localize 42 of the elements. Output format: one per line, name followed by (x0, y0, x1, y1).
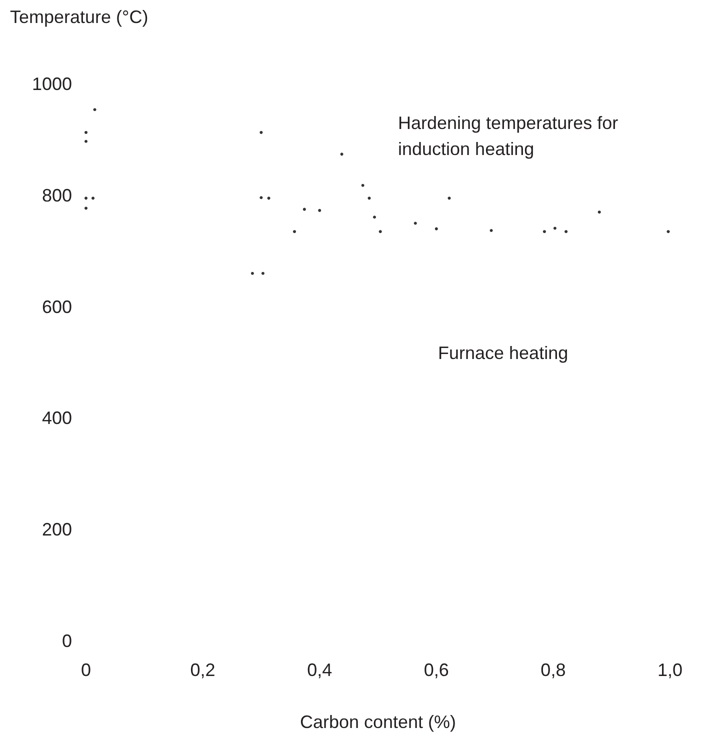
point (361, 184, 364, 187)
point (302, 208, 306, 211)
point (340, 152, 344, 156)
point (84, 140, 88, 143)
annotation: Hardening temperatures for induction heating (398, 113, 624, 159)
point (318, 208, 322, 212)
point (84, 130, 88, 134)
x-axis-title: Carbon content (%) (300, 712, 456, 732)
y-tick-label: 0 (62, 631, 72, 651)
x-tick-label: 0,8 (540, 660, 566, 680)
y-tick-label: 1000 (32, 74, 72, 94)
point (292, 230, 296, 234)
y-axis-title: Temperature (°C) (10, 7, 148, 27)
point (434, 227, 438, 230)
y-tick-label: 800 (42, 185, 72, 206)
point (93, 108, 96, 112)
point (92, 196, 95, 200)
point (564, 230, 568, 234)
point (373, 216, 376, 219)
point (378, 230, 382, 234)
point (666, 230, 670, 234)
point (490, 228, 493, 232)
x-tick-label: 1,0 (657, 660, 683, 680)
point (542, 230, 546, 234)
y-tick-label: 200 (42, 520, 72, 540)
point (84, 206, 88, 210)
x-tick-label: 0,6 (424, 660, 449, 680)
point (267, 196, 270, 200)
x-tick-label: 0 (80, 660, 92, 680)
point (414, 222, 417, 225)
annotation: Furnace heating (438, 343, 568, 363)
y-tick-label: 600 (42, 296, 72, 317)
point (250, 272, 254, 275)
x-tick-label: 0,2 (190, 660, 216, 680)
point (598, 210, 601, 214)
point (553, 226, 556, 230)
point (260, 196, 263, 200)
point (260, 130, 263, 134)
x-tick-label: 0,4 (307, 660, 332, 680)
point (261, 272, 264, 275)
y-tick-label: 400 (42, 408, 72, 428)
point (84, 196, 88, 200)
